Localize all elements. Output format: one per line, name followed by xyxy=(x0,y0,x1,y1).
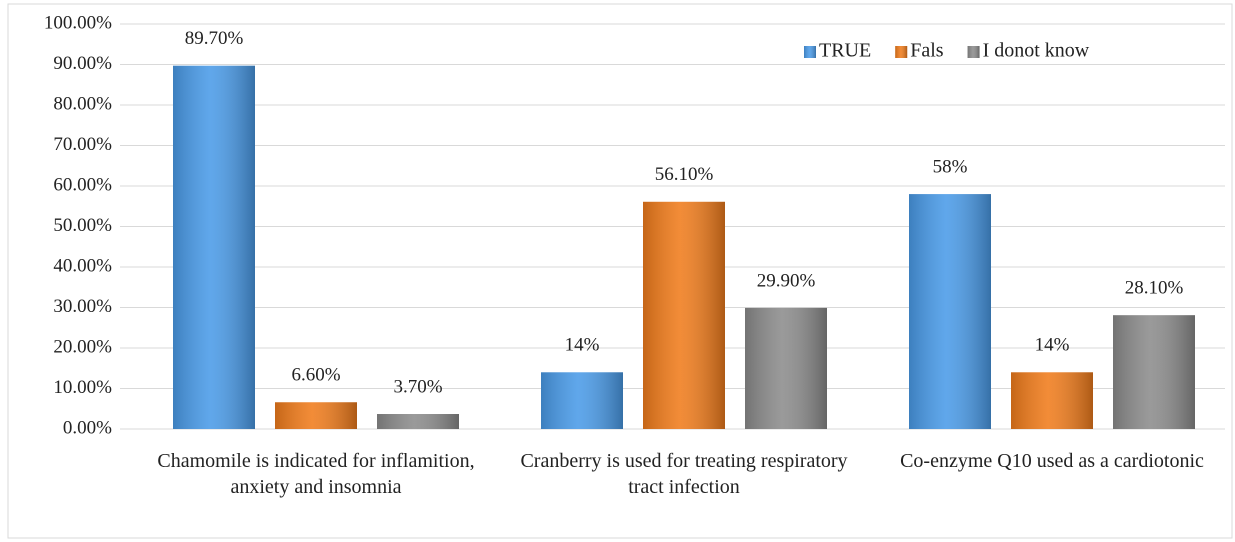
bar-shading xyxy=(909,194,991,429)
legend-label: TRUE xyxy=(819,40,871,62)
data-label: 14% xyxy=(565,335,600,356)
data-label: 28.10% xyxy=(1125,278,1184,299)
data-label: 89.70% xyxy=(185,28,244,49)
bar-shading xyxy=(173,65,255,429)
data-label: 56.10% xyxy=(655,164,714,185)
data-label: 58% xyxy=(933,156,968,177)
bar-shading xyxy=(1113,315,1195,429)
data-label: 6.60% xyxy=(291,365,340,386)
bar-shading xyxy=(643,201,725,429)
y-tick-label: 90.00% xyxy=(53,53,112,74)
y-tick-label: 100.00% xyxy=(44,12,112,33)
y-tick-label: 20.00% xyxy=(53,336,112,357)
bar-shading xyxy=(745,307,827,429)
legend-label: Fals xyxy=(910,40,944,62)
legend-label: I donot know xyxy=(983,40,1090,62)
legend-swatch-shade xyxy=(895,46,908,58)
legend-swatch-shade xyxy=(804,46,816,58)
y-tick-label: 40.00% xyxy=(53,255,112,276)
bar-shading xyxy=(541,372,623,429)
x-tick-label: Co-enzyme Q10 used as a cardiotonic xyxy=(900,450,1204,472)
bar-shading xyxy=(1011,372,1093,429)
data-label: 29.90% xyxy=(757,270,816,291)
y-tick-label: 70.00% xyxy=(53,134,112,155)
x-tick-label: Chamomile is indicated for inflamition, … xyxy=(157,450,475,498)
legend-swatch-shade xyxy=(967,46,980,58)
bar-shading xyxy=(275,402,357,429)
x-tick-label: Cranberry is used for treating respirato… xyxy=(520,450,848,498)
y-tick-label: 30.00% xyxy=(53,296,112,317)
y-tick-label: 80.00% xyxy=(53,93,112,114)
chart-frame xyxy=(7,3,1233,539)
y-tick-label: 50.00% xyxy=(53,215,112,236)
y-tick-label: 0.00% xyxy=(63,417,112,438)
bar-shading xyxy=(377,414,459,429)
y-tick-label: 60.00% xyxy=(53,174,112,195)
data-label: 3.70% xyxy=(393,376,442,397)
y-tick-label: 10.00% xyxy=(53,377,112,398)
data-label: 14% xyxy=(1035,335,1070,356)
